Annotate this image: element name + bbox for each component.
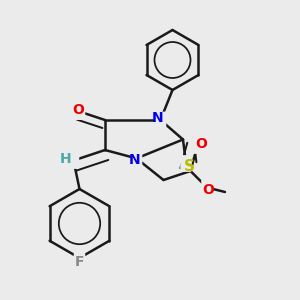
Text: S: S: [184, 159, 194, 174]
Text: N: N: [152, 112, 163, 125]
Text: F: F: [75, 256, 84, 269]
Text: O: O: [72, 103, 84, 117]
Text: N: N: [129, 153, 141, 167]
Text: H: H: [60, 152, 72, 166]
Text: O: O: [202, 183, 214, 197]
Text: O: O: [195, 137, 207, 151]
